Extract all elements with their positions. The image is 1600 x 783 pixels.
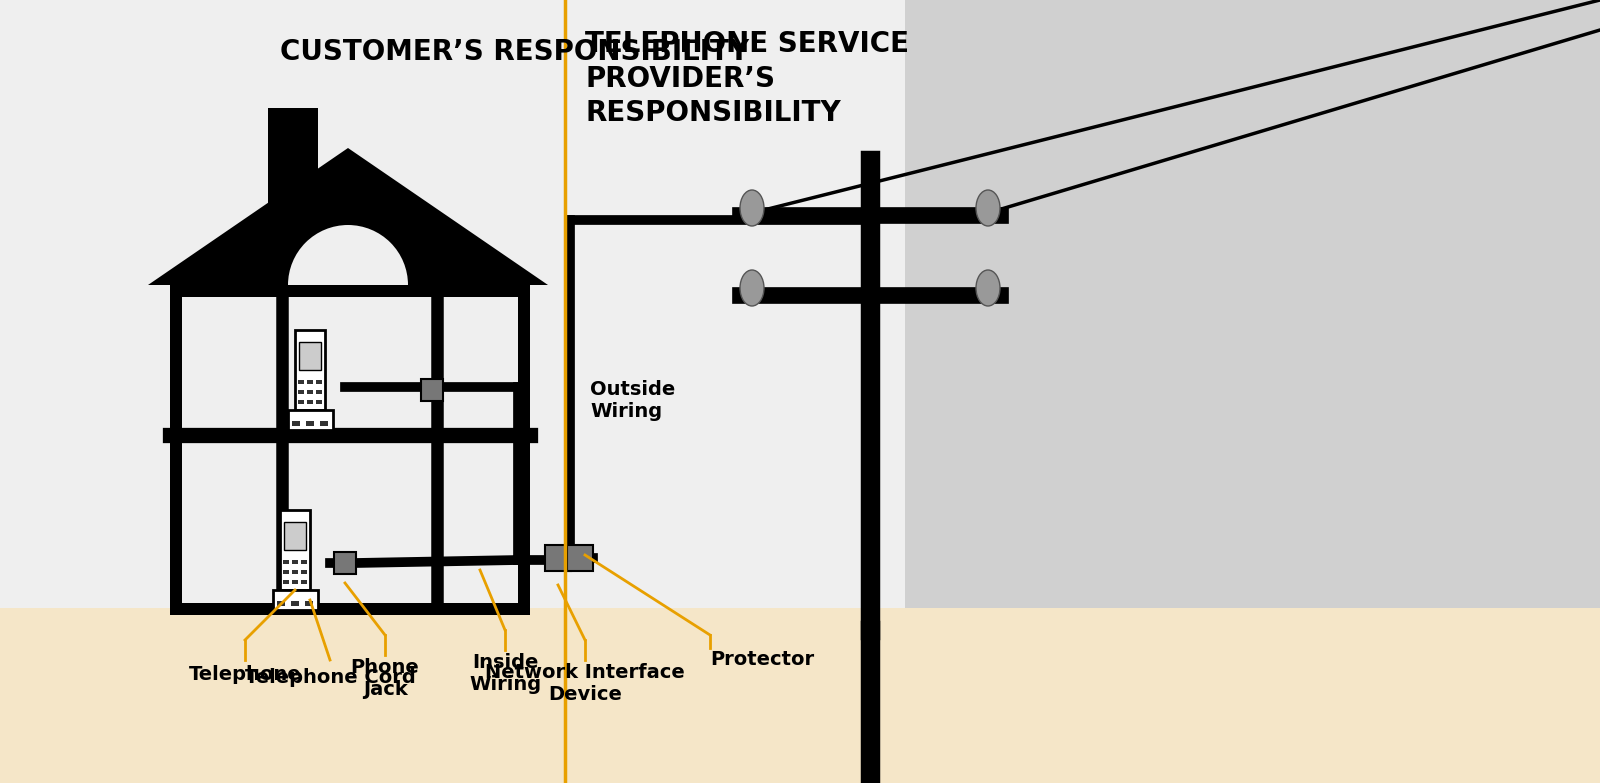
Polygon shape	[147, 148, 547, 285]
Bar	[317, 390, 322, 394]
Bar	[299, 342, 322, 370]
Bar	[301, 560, 307, 564]
Text: Network Interface
Device: Network Interface Device	[485, 663, 685, 704]
Bar	[182, 297, 518, 603]
Bar	[317, 400, 322, 404]
Bar	[334, 552, 355, 574]
Bar	[320, 421, 328, 426]
Bar	[291, 421, 301, 426]
Bar	[306, 601, 314, 606]
Ellipse shape	[976, 270, 1000, 306]
Bar	[317, 380, 322, 384]
Text: Telephone Cord: Telephone Cord	[245, 668, 416, 687]
Bar	[269, 108, 318, 225]
Bar	[291, 601, 299, 606]
Bar	[291, 570, 298, 574]
Bar	[0, 608, 1600, 783]
Bar	[291, 560, 298, 564]
Bar	[274, 590, 318, 610]
Bar	[307, 380, 314, 384]
Bar	[280, 510, 310, 590]
Bar	[421, 379, 443, 401]
Bar	[301, 570, 307, 574]
Bar	[307, 400, 314, 404]
Bar	[283, 560, 290, 564]
Bar	[298, 390, 304, 394]
Bar	[566, 545, 594, 571]
Bar	[288, 410, 333, 430]
Bar	[306, 421, 314, 426]
Ellipse shape	[739, 190, 765, 226]
Bar	[0, 0, 906, 783]
Bar	[301, 580, 307, 584]
Text: Phone
Jack: Phone Jack	[350, 658, 419, 699]
Text: Telephone: Telephone	[189, 665, 301, 684]
Text: Inside
Wiring: Inside Wiring	[469, 653, 541, 694]
Text: TELEPHONE SERVICE
PROVIDER’S
RESPONSIBILITY: TELEPHONE SERVICE PROVIDER’S RESPONSIBIL…	[586, 30, 909, 127]
Bar	[298, 400, 304, 404]
Ellipse shape	[739, 270, 765, 306]
Bar	[277, 601, 285, 606]
Bar	[546, 545, 571, 571]
Text: Outside
Wiring: Outside Wiring	[590, 380, 675, 421]
Bar	[294, 330, 325, 410]
Text: Protector: Protector	[710, 650, 814, 669]
Bar	[291, 580, 298, 584]
Bar	[170, 285, 530, 615]
Bar	[298, 380, 304, 384]
Bar	[307, 390, 314, 394]
Bar	[285, 522, 306, 550]
Text: CUSTOMER’S RESPONSIBILITY: CUSTOMER’S RESPONSIBILITY	[280, 38, 749, 66]
Bar	[283, 570, 290, 574]
Ellipse shape	[976, 190, 1000, 226]
Wedge shape	[288, 225, 408, 285]
Bar	[283, 580, 290, 584]
Bar	[906, 0, 1600, 783]
